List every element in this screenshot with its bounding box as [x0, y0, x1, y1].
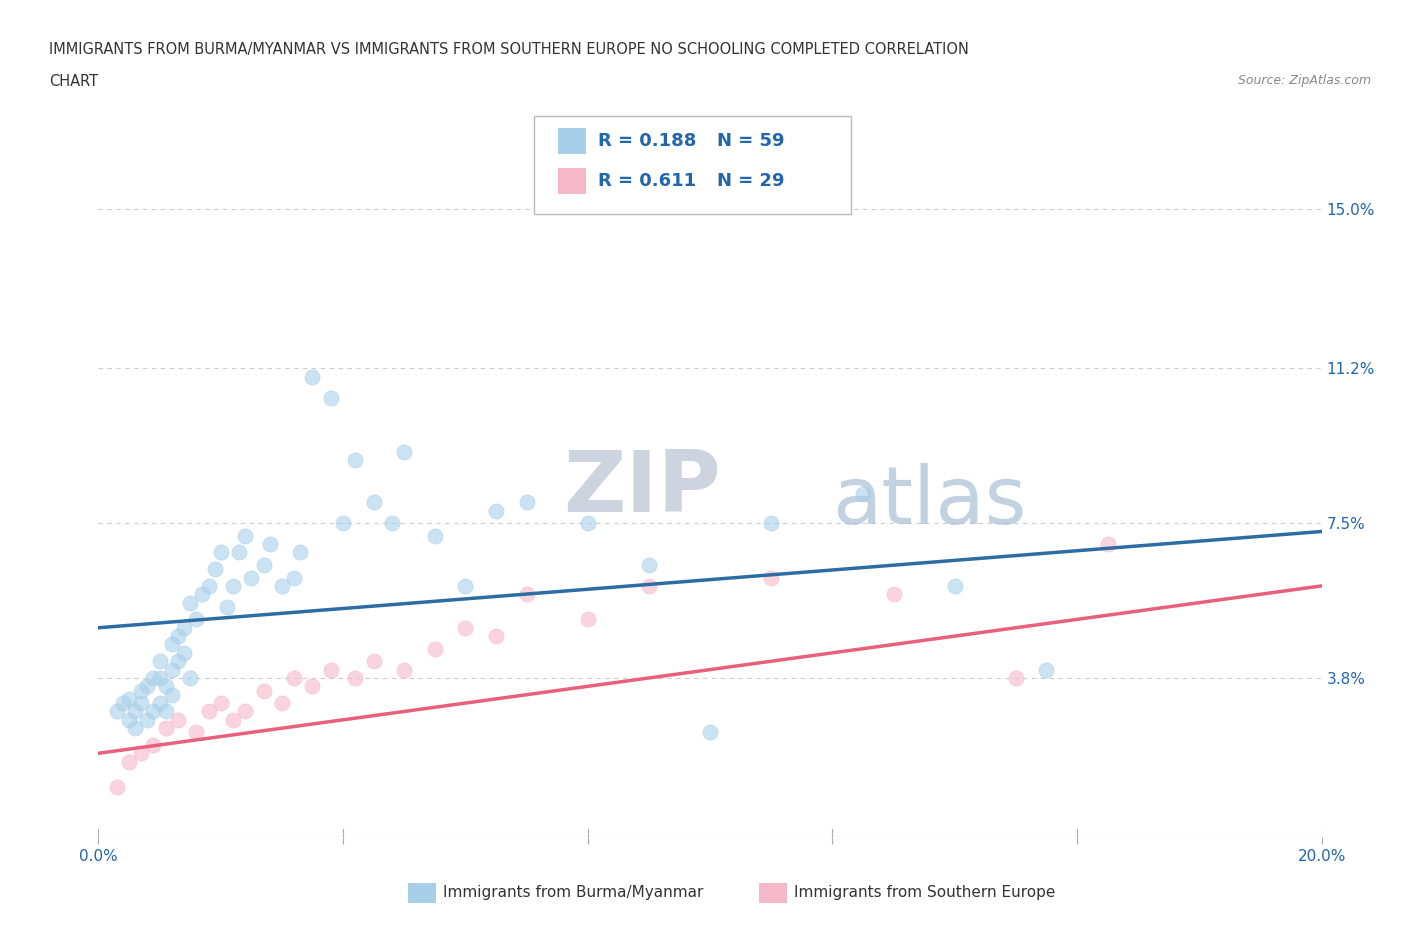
Point — [142, 704, 165, 719]
Point — [136, 679, 159, 694]
Point — [124, 721, 146, 736]
Point — [423, 528, 446, 543]
Point — [259, 537, 281, 551]
Point — [1035, 662, 1057, 677]
Text: N = 59: N = 59 — [717, 132, 785, 151]
Point — [252, 558, 274, 573]
Point — [240, 570, 263, 585]
Text: atlas: atlas — [832, 463, 1026, 541]
Point — [576, 612, 599, 627]
Text: Source: ZipAtlas.com: Source: ZipAtlas.com — [1237, 74, 1371, 87]
Point — [118, 692, 141, 707]
Text: ZIP: ZIP — [564, 447, 721, 530]
Point — [222, 578, 245, 593]
Point — [149, 696, 172, 711]
Point — [215, 600, 238, 615]
Point — [759, 570, 782, 585]
Point — [637, 558, 661, 573]
Point — [270, 578, 292, 593]
Point — [118, 712, 141, 727]
Point — [283, 671, 305, 685]
Point — [454, 620, 477, 635]
Point — [209, 545, 232, 560]
Point — [186, 612, 208, 627]
Text: R = 0.188: R = 0.188 — [598, 132, 696, 151]
Point — [454, 578, 477, 593]
Point — [142, 671, 165, 685]
Point — [167, 654, 190, 669]
Point — [381, 516, 404, 531]
Point — [516, 495, 538, 510]
Point — [204, 562, 226, 577]
Point — [160, 662, 183, 677]
Point — [283, 570, 305, 585]
Point — [576, 516, 599, 531]
Point — [179, 595, 201, 610]
Text: R = 0.611: R = 0.611 — [598, 172, 696, 191]
Point — [186, 725, 208, 740]
Point — [118, 754, 141, 769]
Text: Immigrants from Burma/Myanmar: Immigrants from Burma/Myanmar — [443, 885, 703, 900]
Point — [173, 620, 195, 635]
Point — [136, 712, 159, 727]
Point — [943, 578, 966, 593]
Point — [160, 637, 183, 652]
Point — [149, 671, 172, 685]
Point — [344, 453, 367, 468]
Point — [222, 712, 245, 727]
Point — [105, 704, 128, 719]
Point — [233, 704, 256, 719]
Point — [270, 696, 292, 711]
Point — [344, 671, 367, 685]
Point — [228, 545, 250, 560]
Point — [759, 516, 782, 531]
Point — [363, 495, 385, 510]
Point — [129, 746, 152, 761]
Text: CHART: CHART — [49, 74, 98, 89]
Point — [167, 629, 190, 644]
Point — [197, 704, 219, 719]
Point — [149, 654, 172, 669]
Text: N = 29: N = 29 — [717, 172, 785, 191]
Point — [252, 683, 274, 698]
Point — [155, 679, 177, 694]
Point — [392, 662, 416, 677]
Point — [319, 662, 342, 677]
Point — [319, 391, 342, 405]
Point — [167, 712, 190, 727]
Point — [1097, 537, 1119, 551]
Point — [1004, 671, 1026, 685]
Point — [485, 629, 508, 644]
Point — [852, 486, 875, 501]
Point — [124, 704, 146, 719]
Point — [142, 737, 165, 752]
Point — [485, 503, 508, 518]
Point — [301, 679, 323, 694]
Point — [179, 671, 201, 685]
Point — [105, 779, 128, 794]
Point — [191, 587, 214, 602]
Point — [516, 587, 538, 602]
Point — [301, 369, 323, 384]
Point — [155, 721, 177, 736]
Text: Immigrants from Southern Europe: Immigrants from Southern Europe — [794, 885, 1056, 900]
Point — [637, 578, 661, 593]
Point — [699, 725, 721, 740]
Point — [111, 696, 134, 711]
Point — [160, 687, 183, 702]
Point — [392, 445, 416, 459]
Point — [209, 696, 232, 711]
Point — [423, 642, 446, 657]
Point — [883, 587, 905, 602]
Point — [197, 578, 219, 593]
Point — [129, 696, 152, 711]
Point — [363, 654, 385, 669]
Point — [332, 516, 354, 531]
Point — [155, 704, 177, 719]
Text: IMMIGRANTS FROM BURMA/MYANMAR VS IMMIGRANTS FROM SOUTHERN EUROPE NO SCHOOLING CO: IMMIGRANTS FROM BURMA/MYANMAR VS IMMIGRA… — [49, 42, 969, 57]
Point — [129, 683, 152, 698]
Point — [233, 528, 256, 543]
Point — [173, 645, 195, 660]
Point — [290, 545, 312, 560]
